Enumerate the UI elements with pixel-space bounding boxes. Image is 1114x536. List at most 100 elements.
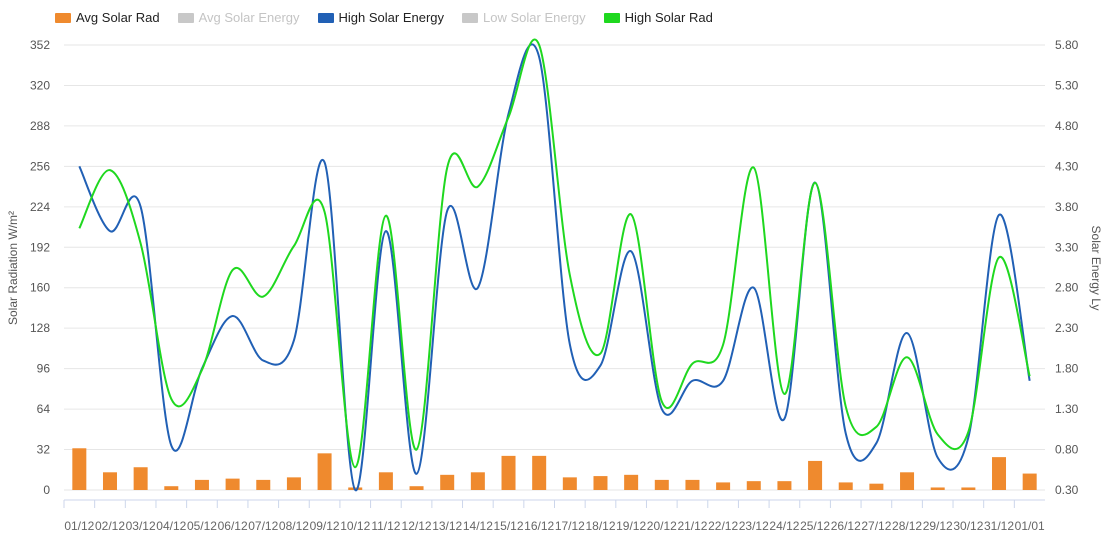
x-tick-label: 26/12 [831, 519, 861, 533]
bar-avg-solar-rad [409, 486, 424, 490]
x-tick-label: 14/12 [463, 519, 493, 533]
x-tick-label: 20/12 [647, 519, 677, 533]
x-tick-label: 09/12 [310, 519, 340, 533]
y-left-tick-label: 160 [30, 281, 50, 295]
legend-item-avg-solar-rad[interactable]: Avg Solar Rad [55, 10, 160, 25]
y-axis-left-title: Solar Radiation W/m² [6, 211, 20, 325]
y-left-tick-label: 288 [30, 119, 50, 133]
y-left-tick-label: 32 [37, 443, 51, 457]
legend-item-high-solar-energy[interactable]: High Solar Energy [317, 10, 445, 25]
x-tick-label: 05/12 [187, 519, 217, 533]
bar-avg-solar-rad [532, 455, 547, 490]
x-tick-label: 16/12 [524, 519, 554, 533]
x-tick-label: 25/12 [800, 519, 830, 533]
line-high-solar-energy [78, 43, 1031, 492]
x-tick-label: 23/12 [739, 519, 769, 533]
y-left-tick-label: 320 [30, 78, 50, 92]
x-tick-label: 08/12 [279, 519, 309, 533]
legend-item-avg-solar-energy[interactable]: Avg Solar Energy [177, 10, 300, 25]
bar-avg-solar-rad [378, 472, 393, 490]
bar-avg-solar-rad [133, 467, 148, 490]
bar-avg-solar-rad [654, 479, 669, 490]
x-tick-label: 28/12 [892, 519, 922, 533]
x-tick-label: 22/12 [708, 519, 738, 533]
x-tick-label: 19/12 [616, 519, 646, 533]
x-tick-label: 11/12 [371, 519, 400, 533]
legend-item-high-solar-rad[interactable]: High Solar Rad [603, 10, 713, 25]
bar-avg-solar-rad [225, 478, 240, 490]
legend-label: Avg Solar Energy [198, 10, 300, 25]
line-high-solar-rad [78, 38, 1031, 469]
y-left-tick-label: 64 [37, 402, 51, 416]
bar-avg-solar-rad [992, 457, 1007, 490]
y-left-tick-label: 192 [30, 240, 50, 254]
bar-avg-solar-rad [72, 448, 87, 490]
bar-avg-solar-rad [562, 477, 577, 490]
grid-lines [64, 44, 1045, 491]
legend-item-low-solar-energy[interactable]: Low Solar Energy [462, 10, 586, 25]
x-tick-label: 06/12 [218, 519, 248, 533]
x-tick-label: 03/12 [126, 519, 156, 533]
bar-avg-solar-rad [1022, 473, 1037, 490]
bar-avg-solar-rad [930, 487, 945, 490]
y-right-tick-label: 4.80 [1055, 119, 1079, 133]
bar-avg-solar-rad [256, 479, 271, 490]
y-left-tick-label: 0 [43, 483, 50, 497]
bar-avg-solar-rad [593, 476, 608, 490]
bar-series-avg-solar-rad [72, 448, 1037, 490]
legend-label: Avg Solar Rad [76, 10, 160, 25]
y-right-tick-label: 3.30 [1055, 240, 1079, 254]
bar-avg-solar-rad [685, 479, 700, 490]
x-tick-label: 13/12 [432, 519, 462, 533]
y-right-tick-label: 2.30 [1055, 321, 1079, 335]
bar-avg-solar-rad [194, 479, 209, 490]
y-right-tick-label: 1.80 [1055, 362, 1079, 376]
y-right-tick-label: 5.30 [1055, 78, 1079, 92]
bar-avg-solar-rad [286, 477, 301, 490]
bar-avg-solar-rad [164, 486, 179, 490]
y-right-tick-label: 3.80 [1055, 200, 1079, 214]
legend-swatch [603, 12, 620, 23]
legend-swatch [317, 12, 334, 23]
y-right-tick-label: 1.30 [1055, 402, 1079, 416]
legend-swatch [55, 12, 71, 23]
legend-swatch [462, 12, 479, 23]
bar-avg-solar-rad [746, 481, 761, 490]
bar-avg-solar-rad [624, 474, 639, 490]
x-tick-label: 30/12 [953, 519, 983, 533]
x-tick-label: 31/12 [984, 519, 1014, 533]
bar-avg-solar-rad [440, 474, 455, 490]
bar-avg-solar-rad [317, 453, 332, 490]
x-tick-label: 27/12 [861, 519, 891, 533]
bar-avg-solar-rad [501, 455, 516, 490]
x-tick-label: 29/12 [923, 519, 953, 533]
line-series-group [78, 38, 1031, 492]
y-right-tick-label: 5.80 [1055, 38, 1079, 52]
legend-label: Low Solar Energy [483, 10, 586, 25]
y-left-tick-label: 352 [30, 38, 50, 52]
y-left-tick-label: 96 [37, 362, 51, 376]
chart-legend: Avg Solar Rad Avg Solar Energy High Sola… [55, 10, 713, 25]
x-tick-label: 15/12 [494, 519, 524, 533]
bar-avg-solar-rad [869, 483, 884, 490]
y-axis-right-title: Solar Energy Ly [1089, 226, 1103, 311]
bar-avg-solar-rad [808, 460, 823, 490]
x-tick-label: 24/12 [769, 519, 799, 533]
bar-avg-solar-rad [838, 482, 853, 490]
x-tick-label: 21/12 [677, 519, 707, 533]
y-left-tick-label: 256 [30, 159, 50, 173]
x-tick-label: 04/12 [156, 519, 186, 533]
bar-avg-solar-rad [102, 472, 117, 490]
bar-avg-solar-rad [470, 472, 485, 490]
x-tick-label: 12/12 [402, 519, 432, 533]
legend-label: High Solar Rad [624, 10, 713, 25]
x-tick-label: 10/12 [340, 519, 370, 533]
x-tick-label: 01/01 [1015, 519, 1045, 533]
bar-avg-solar-rad [716, 482, 731, 490]
axes: 0 32 64 96 128 160 192 224 256 288 320 352 0.30 0.80 1… [30, 38, 1079, 533]
y-right-tick-label: 4.30 [1055, 159, 1079, 173]
legend-swatch [177, 12, 194, 23]
legend-label: High Solar Energy [338, 10, 445, 25]
bar-avg-solar-rad [777, 481, 792, 490]
